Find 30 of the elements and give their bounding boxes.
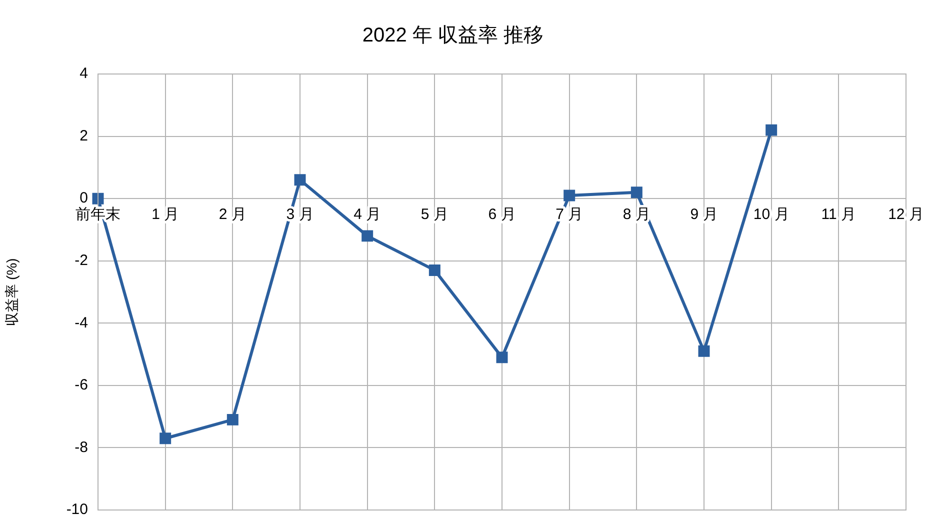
x-tick-label: 11 月: [821, 206, 856, 224]
x-tick-label: 4 月: [354, 206, 382, 224]
y-tick-label: -10: [66, 501, 88, 518]
point: [160, 432, 172, 444]
y-tick-label: -4: [74, 314, 88, 332]
y-tick-label: -2: [74, 252, 88, 269]
y-tick-label: 4: [80, 65, 88, 82]
y-tick-label: 2: [80, 127, 88, 144]
point: [92, 192, 104, 204]
x-tick-label: 12 月: [888, 206, 924, 224]
point: [564, 190, 576, 202]
y-tick-label: 0: [80, 190, 88, 207]
point: [698, 345, 710, 357]
y-tick-label: -6: [74, 376, 88, 394]
x-tick-label: 9 月: [690, 206, 718, 224]
x-tick-label: 5 月: [420, 206, 448, 224]
point: [294, 174, 306, 186]
point: [428, 264, 440, 276]
x-tick-label: 1 月: [152, 206, 180, 224]
chart-title: 2022 年 収益率 推移: [362, 24, 544, 47]
point: [362, 230, 374, 242]
point: [496, 352, 508, 364]
x-tick-label: 2 月: [218, 206, 246, 224]
y-axis-title: 収益率 (%): [3, 258, 20, 326]
x-tick-label: 6 月: [488, 206, 516, 224]
x-tick-label: 10 月: [753, 206, 790, 224]
point: [226, 414, 238, 426]
point: [766, 124, 778, 136]
y-tick-label: -8: [74, 438, 88, 456]
point: [630, 186, 642, 198]
